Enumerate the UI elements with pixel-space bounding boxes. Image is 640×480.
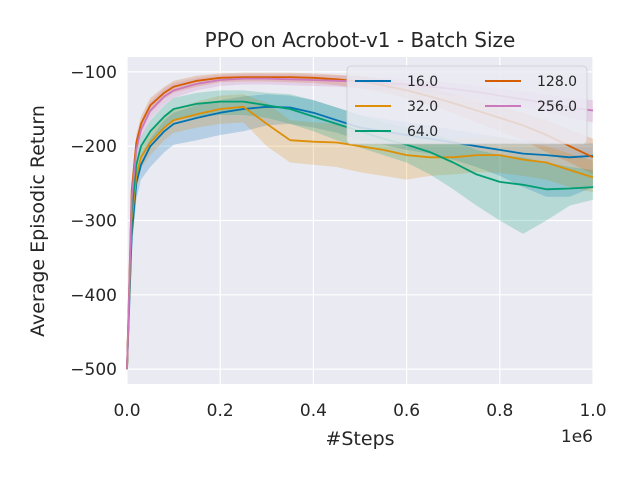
y-tick-label: −400 xyxy=(70,286,117,306)
grid xyxy=(126,57,594,384)
chart-title: PPO on Acrobot-v1 - Batch Size xyxy=(205,28,516,52)
y-tick-label: −200 xyxy=(70,137,117,157)
x-tick-label: 0.8 xyxy=(486,401,513,421)
y-axis-label: Average Episodic Return xyxy=(27,105,49,337)
y-tick-label: −300 xyxy=(70,212,117,232)
series-line-64.0 xyxy=(126,100,594,370)
x-tick-label: 0.2 xyxy=(207,401,234,421)
series-line-32.0 xyxy=(126,105,594,370)
x-tick-label: 0.6 xyxy=(393,401,420,421)
band-32.0 xyxy=(127,94,593,370)
band-64.0 xyxy=(127,90,593,370)
x-tick-label: 0.0 xyxy=(113,401,140,421)
legend-label-64.0: 64.0 xyxy=(407,124,438,140)
x-tick-label: 1.0 xyxy=(579,401,606,421)
band-16.0 xyxy=(127,94,593,370)
legend-label-256.0: 256.0 xyxy=(537,99,577,115)
legend: 16.0 32.0 64.0 128.0 256.0 xyxy=(346,65,588,145)
x-axis-offset-label: 1e6 xyxy=(561,427,593,447)
y-tick-label: −100 xyxy=(70,63,117,83)
x-axis-label: #Steps xyxy=(325,428,394,450)
legend-label-16.0: 16.0 xyxy=(407,74,438,90)
legend-label-128.0: 128.0 xyxy=(537,74,577,90)
y-tick-labels: −100 −200 −300 −400 −500 xyxy=(70,63,117,380)
y-tick-label: −500 xyxy=(70,360,117,380)
x-tick-labels: 0.0 0.2 0.4 0.6 0.8 1.0 xyxy=(113,401,606,421)
x-tick-label: 0.4 xyxy=(300,401,327,421)
legend-box xyxy=(346,65,588,145)
series-line-16.0 xyxy=(126,105,594,370)
legend-label-32.0: 32.0 xyxy=(407,99,438,115)
